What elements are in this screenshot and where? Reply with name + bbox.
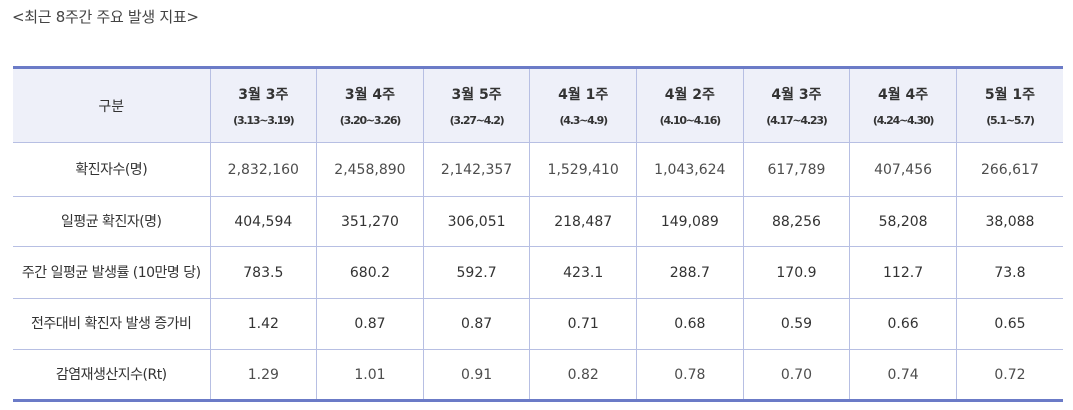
table-row-daily-average: 일평균 확진자(명) 404,594 351,270 306,051 218,4… xyxy=(13,196,1063,247)
date-range: (4.10~4.16) xyxy=(659,114,722,127)
row-label: 감염재생산지수(Rt) xyxy=(13,349,211,401)
table-cell: 617,789 xyxy=(742,142,851,197)
table-cell: 58,208 xyxy=(849,196,957,247)
column-header-week-4: 4월 1주 (4.3~4.9) xyxy=(529,67,637,143)
table-cell: 170.9 xyxy=(742,246,851,299)
table-cell: 423.1 xyxy=(529,246,637,299)
date-range: (3.13~3.19) xyxy=(233,114,295,127)
table-row-increase-ratio: 전주대비 확진자 발생 증가비 1.42 0.87 0.87 0.71 0.68… xyxy=(13,298,1063,350)
column-header-week-6: 4월 3주 (4.17~4.23) xyxy=(742,67,851,143)
header-row: 구분 3월 3주 (3.13~3.19) 3월 4주 (3.20~3.26) 3월 … xyxy=(13,67,1063,143)
table-cell: 0.70 xyxy=(742,349,851,401)
table-cell: 306,051 xyxy=(422,196,531,247)
weekly-indicators-table: 구분 3월 3주 (3.13~3.19) 3월 4주 (3.20~3.26) 3월 … xyxy=(13,66,1063,402)
column-header-week-7: 4월 4주 (4.24~4.30) xyxy=(849,67,957,143)
table-cell: 0.71 xyxy=(529,298,637,350)
table-cell: 1.01 xyxy=(316,349,424,401)
column-header-week-1: 3월 3주 (3.13~3.19) xyxy=(209,67,318,143)
date-range: (3.20~3.26) xyxy=(339,114,402,127)
week-label: 4월 2주 xyxy=(664,87,715,103)
table-cell: 0.82 xyxy=(529,349,637,401)
table-cell: 0.72 xyxy=(955,349,1063,401)
table-cell: 73.8 xyxy=(955,246,1063,299)
week-label: 3월 3주 xyxy=(238,87,289,103)
column-header-week-3: 3월 5주 (3.27~4.2) xyxy=(422,67,531,143)
date-range: (4.17~4.23) xyxy=(766,114,828,127)
table-cell: 38,088 xyxy=(955,196,1063,247)
table-cell: 0.66 xyxy=(849,298,957,350)
week-label: 5월 1주 xyxy=(984,87,1035,103)
table-cell: 112.7 xyxy=(849,246,957,299)
table-cell: 680.2 xyxy=(316,246,424,299)
table-cell: 2,832,160 xyxy=(209,142,318,197)
table-cell: 149,089 xyxy=(636,196,744,247)
table-cell: 266,617 xyxy=(955,142,1063,197)
table-cell: 351,270 xyxy=(316,196,424,247)
table-cell: 2,142,357 xyxy=(422,142,531,197)
table-cell: 0.74 xyxy=(849,349,957,401)
table-row-reproduction-number: 감염재생산지수(Rt) 1.29 1.01 0.91 0.82 0.78 0.7… xyxy=(13,349,1063,401)
date-range: (5.1~5.7) xyxy=(986,114,1035,127)
column-header-week-5: 4월 2주 (4.10~4.16) xyxy=(636,67,744,143)
table-cell: 288.7 xyxy=(636,246,744,299)
week-label: 4월 3주 xyxy=(771,87,822,103)
table-cell: 2,458,890 xyxy=(316,142,424,197)
column-header-week-2: 3월 4주 (3.20~3.26) xyxy=(316,67,424,143)
row-label: 주간 일평균 발생률 (10만명 당) xyxy=(13,246,211,299)
table-caption: <최근 8주간 주요 발생 지표> xyxy=(12,8,199,26)
table-cell: 0.87 xyxy=(422,298,531,350)
table-cell: 1,043,624 xyxy=(636,142,744,197)
table-cell: 404,594 xyxy=(209,196,318,247)
week-label: 3월 5주 xyxy=(451,87,502,103)
row-label: 확진자수(명) xyxy=(13,142,211,197)
table-cell: 1,529,410 xyxy=(529,142,637,197)
table-row-incidence-rate: 주간 일평균 발생률 (10만명 당) 783.5 680.2 592.7 42… xyxy=(13,246,1063,299)
table-cell: 0.91 xyxy=(422,349,531,401)
date-range: (4.24~4.30) xyxy=(872,114,935,127)
column-header-week-8: 5월 1주 (5.1~5.7) xyxy=(955,67,1063,143)
date-range: (3.27~4.2) xyxy=(449,114,505,127)
row-label: 전주대비 확진자 발생 증가비 xyxy=(13,298,211,350)
table-cell: 592.7 xyxy=(422,246,531,299)
table-cell: 0.65 xyxy=(955,298,1063,350)
table-cell: 1.42 xyxy=(209,298,318,350)
table-cell: 0.87 xyxy=(316,298,424,350)
table-cell: 407,456 xyxy=(849,142,957,197)
table-cell: 1.29 xyxy=(209,349,318,401)
table-cell: 783.5 xyxy=(209,246,318,299)
table-cell: 0.68 xyxy=(636,298,744,350)
table-cell: 0.78 xyxy=(636,349,744,401)
table-cell: 88,256 xyxy=(742,196,851,247)
table-row-confirmed-cases: 확진자수(명) 2,832,160 2,458,890 2,142,357 1,… xyxy=(13,142,1063,197)
date-range: (4.3~4.9) xyxy=(559,114,608,127)
corner-header: 구분 xyxy=(13,67,211,143)
table-cell: 0.59 xyxy=(742,298,851,350)
week-label: 4월 1주 xyxy=(558,87,609,103)
week-label: 4월 4주 xyxy=(878,87,929,103)
table-cell: 218,487 xyxy=(529,196,637,247)
week-label: 3월 4주 xyxy=(344,87,395,103)
row-label: 일평균 확진자(명) xyxy=(13,196,211,247)
